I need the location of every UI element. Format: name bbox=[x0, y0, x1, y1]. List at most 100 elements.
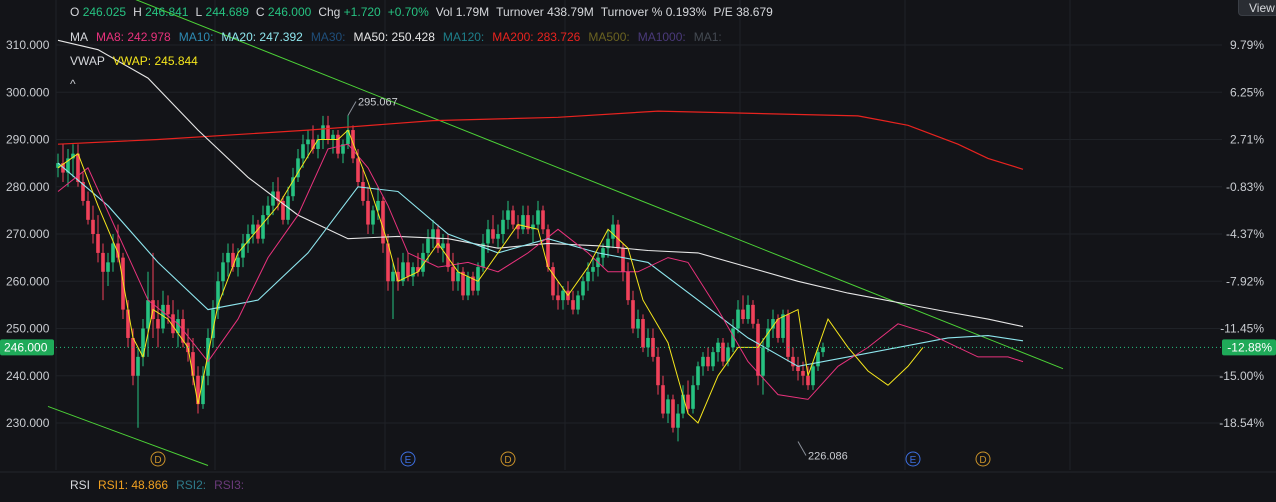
candle-body bbox=[696, 366, 700, 386]
candle-body bbox=[681, 394, 685, 414]
candle-body bbox=[576, 295, 580, 310]
candle-body bbox=[276, 191, 280, 201]
candle-body bbox=[636, 319, 640, 329]
ma-legend-item[interactable]: MA120: bbox=[442, 30, 485, 44]
line-ma20 bbox=[57, 162, 1024, 367]
rsi-legend-item[interactable]: RSI2: bbox=[176, 478, 207, 492]
candle-body bbox=[746, 304, 750, 320]
pct-tick-label: 6.25% bbox=[1230, 85, 1264, 99]
candle-body bbox=[306, 139, 310, 145]
candle-body bbox=[236, 257, 240, 268]
ma-legend-item[interactable]: MA1: bbox=[693, 30, 722, 44]
y-tick-label: 250.000 bbox=[6, 322, 50, 336]
candle-body bbox=[361, 182, 365, 201]
ma-legend-item[interactable]: MA500: bbox=[588, 30, 630, 44]
candle-body bbox=[431, 229, 435, 239]
candle-body bbox=[216, 281, 220, 310]
ma-label[interactable]: MA bbox=[70, 30, 88, 44]
view-button[interactable]: View bbox=[1238, 0, 1276, 16]
candle-body bbox=[156, 319, 160, 329]
candle-body bbox=[506, 210, 510, 220]
ma-legend-item[interactable]: MA20: 247.392 bbox=[221, 30, 303, 44]
candle-body bbox=[136, 356, 140, 376]
candle-body bbox=[586, 271, 590, 282]
event-marker bbox=[150, 451, 166, 467]
volume-value: 1.79M bbox=[455, 5, 490, 19]
candle-body bbox=[806, 375, 810, 386]
candle-body bbox=[706, 356, 710, 367]
candle-body bbox=[611, 224, 615, 239]
candle-body bbox=[686, 394, 690, 409]
candle-body bbox=[401, 262, 405, 282]
candle-body bbox=[116, 243, 120, 258]
close-value: 246.000 bbox=[267, 5, 312, 19]
candle-body bbox=[56, 163, 60, 168]
candle-body bbox=[751, 304, 755, 324]
candle-body bbox=[476, 267, 480, 291]
candle-body bbox=[321, 125, 325, 140]
candle-body bbox=[691, 385, 695, 409]
candle-body bbox=[281, 200, 285, 220]
y-tick-label: 280.000 bbox=[6, 180, 50, 194]
candle-body bbox=[556, 295, 560, 301]
event-marker-label: D bbox=[154, 455, 161, 466]
close-label: C bbox=[255, 5, 265, 19]
event-marker bbox=[905, 451, 921, 467]
candle-body bbox=[816, 352, 820, 367]
y-tick-label: 270.000 bbox=[6, 227, 50, 241]
candle-body bbox=[521, 215, 525, 230]
annotation-leader bbox=[797, 441, 807, 456]
open-value: 246.025 bbox=[82, 5, 127, 19]
candle-body bbox=[411, 267, 415, 277]
candle-body bbox=[666, 399, 670, 414]
vwap-label[interactable]: VWAP bbox=[70, 54, 105, 68]
candle-body bbox=[421, 252, 425, 272]
event-marker-label: E bbox=[910, 455, 917, 466]
candle-body bbox=[656, 356, 660, 386]
candle-body bbox=[621, 248, 625, 272]
candle-body bbox=[416, 267, 420, 272]
rsi-label[interactable]: RSI bbox=[70, 478, 91, 492]
vwap-legend[interactable]: VWAP VWAP: 245.844 bbox=[70, 54, 198, 68]
ma-legend-item[interactable]: MA200: 283.726 bbox=[492, 30, 581, 44]
candle-body bbox=[676, 413, 680, 428]
high-annotation: 295.067 bbox=[358, 97, 398, 109]
current-price-label: 246.000 bbox=[4, 340, 48, 354]
candle-body bbox=[591, 267, 595, 272]
candle-body bbox=[331, 134, 335, 140]
rsi-legend-item[interactable]: RSI3: bbox=[214, 478, 245, 492]
candle-body bbox=[101, 252, 105, 272]
ma-legend-item[interactable]: MA1000: bbox=[637, 30, 686, 44]
volume-label: Vol bbox=[435, 5, 453, 19]
candle-body bbox=[176, 319, 180, 334]
candle-body bbox=[516, 224, 520, 230]
candle-body bbox=[776, 319, 780, 338]
candle-body bbox=[266, 205, 270, 216]
change-value: +1.720 bbox=[343, 5, 381, 19]
low-annotation: 226.086 bbox=[808, 450, 848, 462]
rsi-legend[interactable]: RSI RSI1: 48.866 RSI2: RSI3: bbox=[70, 478, 244, 492]
candle-body bbox=[461, 271, 465, 296]
candle-body bbox=[626, 271, 630, 301]
y-tick-label: 290.000 bbox=[6, 133, 50, 147]
candle-body bbox=[141, 328, 145, 357]
pe-value: 38.679 bbox=[736, 5, 773, 19]
ma-legend-item[interactable]: MA10: bbox=[178, 30, 214, 44]
y-tick-label: 310.000 bbox=[6, 38, 50, 52]
candle-body bbox=[231, 252, 235, 268]
y-tick-label: 260.000 bbox=[6, 274, 50, 288]
candle-body bbox=[316, 139, 320, 149]
rsi-legend-item[interactable]: RSI1: 48.866 bbox=[98, 478, 169, 492]
high-label: H bbox=[133, 5, 142, 19]
ma-legend-item[interactable]: MA8: 242.978 bbox=[96, 30, 171, 44]
candle-body bbox=[91, 219, 95, 234]
candle-body bbox=[346, 130, 350, 145]
candle-body bbox=[341, 144, 345, 154]
ma-legend[interactable]: MA MA8: 242.978 MA10: MA20: 247.392 MA30: MA… bbox=[70, 30, 722, 44]
ma-legend-item[interactable]: MA30: bbox=[310, 30, 346, 44]
collapse-toggle-icon[interactable]: ^ bbox=[70, 77, 76, 91]
ma-legend-item[interactable]: MA50: 250.428 bbox=[353, 30, 435, 44]
candle-body bbox=[606, 238, 610, 249]
pe-label: P/E bbox=[713, 5, 733, 19]
